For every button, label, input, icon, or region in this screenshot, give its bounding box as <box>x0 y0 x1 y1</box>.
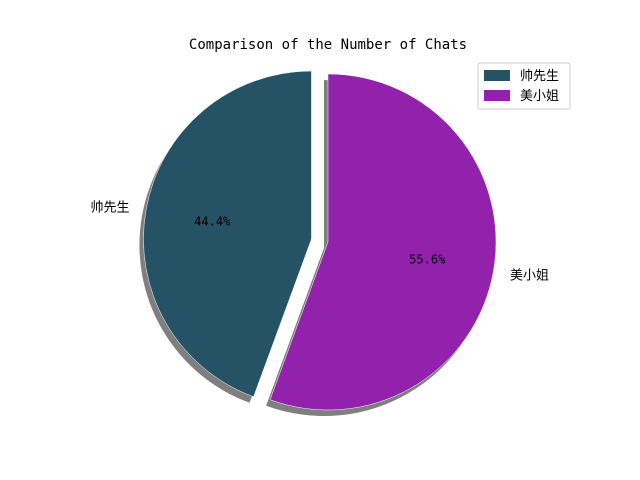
chart-title: Comparison of the Number of Chats <box>189 37 467 53</box>
pie-slice-mei <box>269 73 497 411</box>
legend-label-shuai: 帅先生 <box>520 69 559 84</box>
legend-swatch-mei <box>484 90 510 101</box>
pie-slices <box>143 70 497 411</box>
percent-label-shuai: 44.4% <box>194 214 231 228</box>
pie-slice-shuai <box>143 70 312 398</box>
legend: 帅先生 美小姐 <box>477 62 571 110</box>
slice-labels: 帅先生 44.4% 美小姐 55.6% <box>90 201 548 284</box>
legend-label-mei: 美小姐 <box>520 89 559 104</box>
percent-label-mei: 55.6% <box>409 253 446 267</box>
slice-label-mei: 美小姐 <box>510 268 549 283</box>
legend-swatch-shuai <box>484 70 510 81</box>
slice-label-shuai: 帅先生 <box>90 201 129 216</box>
